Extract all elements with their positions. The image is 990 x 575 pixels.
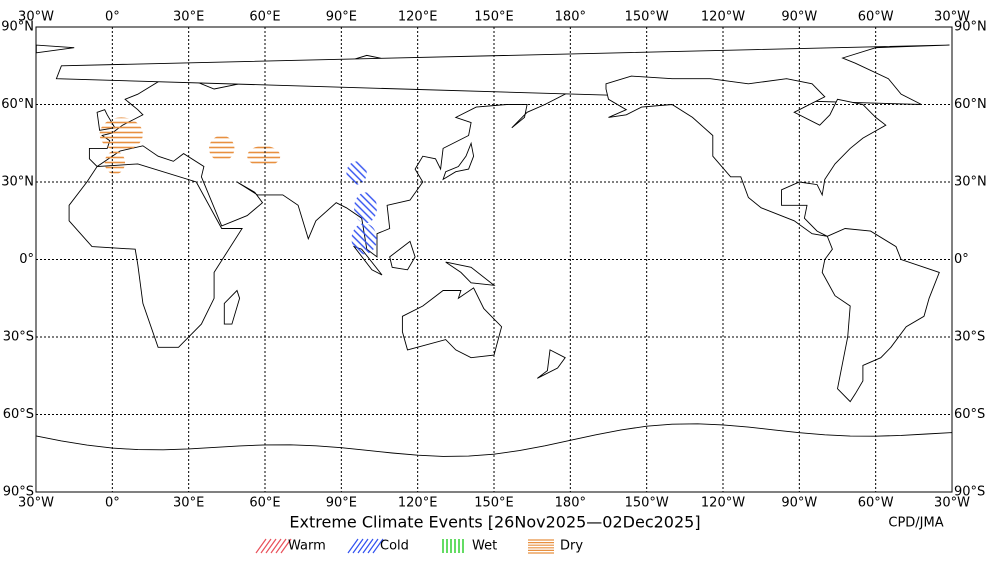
lon-label-top: 180° xyxy=(555,10,586,25)
legend-swatch-line xyxy=(260,538,272,554)
lon-label-top: 90°E xyxy=(326,10,357,25)
lon-label-bottom: 150°W xyxy=(625,496,669,511)
legend-swatch-line xyxy=(270,538,282,554)
lon-label-bottom: 120°W xyxy=(701,496,745,511)
lat-label-left: 30°N xyxy=(1,175,34,190)
legend-item: Dry xyxy=(528,539,583,554)
lat-label-right: 60°S xyxy=(954,407,985,422)
lon-label-bottom: 30°E xyxy=(173,496,204,511)
legend-item: Cold xyxy=(347,538,409,554)
lat-label-left: 60°N xyxy=(1,97,34,112)
lon-label-bottom: 30°W xyxy=(934,496,970,511)
land-samerica xyxy=(821,228,940,403)
event-area xyxy=(99,117,143,151)
lon-label-top: 30°W xyxy=(18,10,54,25)
lon-label-bottom: 90°E xyxy=(326,496,357,511)
lon-label-bottom: 90°W xyxy=(781,496,817,511)
legend-swatch-line xyxy=(265,538,277,554)
event-area xyxy=(209,135,235,162)
legend-label: Cold xyxy=(380,539,409,554)
lon-label-bottom: 30°W xyxy=(18,496,54,511)
legend-item: Warm xyxy=(255,538,326,554)
land-japan xyxy=(442,141,475,181)
legend-swatch-line xyxy=(275,538,287,554)
land-australia xyxy=(401,287,503,359)
lon-label-bottom: 60°E xyxy=(249,496,280,511)
lat-label-left: 0° xyxy=(19,252,34,267)
lon-label-top: 30°W xyxy=(934,10,970,25)
lon-label-bottom: 150°E xyxy=(474,496,514,511)
lon-label-bottom: 120°E xyxy=(398,496,438,511)
lat-label-left: 90°S xyxy=(3,485,34,500)
lat-label-right: 30°N xyxy=(954,175,987,190)
lon-label-top: 120°E xyxy=(398,10,438,25)
lon-label-top: 90°W xyxy=(781,10,817,25)
event-area xyxy=(104,151,126,175)
event-area xyxy=(354,192,377,224)
lon-label-top: 0° xyxy=(105,10,120,25)
credit: CPD/JMA xyxy=(888,516,943,531)
legend-label: Warm xyxy=(288,539,326,554)
lat-label-right: 60°N xyxy=(954,97,987,112)
legend-label: Wet xyxy=(472,539,497,554)
lon-label-bottom: 180° xyxy=(555,496,586,511)
lon-label-bottom: 0° xyxy=(105,496,120,511)
lat-label-right: 90°S xyxy=(954,485,985,500)
land-borneo xyxy=(389,240,416,271)
legend-swatch-line xyxy=(352,538,364,554)
lon-label-top: 60°W xyxy=(858,10,894,25)
legend-swatch-line xyxy=(362,538,374,554)
land-newzealand xyxy=(537,349,566,379)
lon-label-top: 150°W xyxy=(625,10,669,25)
land-newguinea xyxy=(445,261,496,286)
lon-label-top: 30°E xyxy=(173,10,204,25)
legend-item: Wet xyxy=(442,539,497,554)
lat-label-right: 90°N xyxy=(954,20,987,35)
lon-label-bottom: 60°W xyxy=(858,496,894,511)
axis-labels: 30°W 30°W 0° 0° 30°E 30°E 60°E 60°E 90°E 90°E 120°… xyxy=(1,10,987,511)
land-africa xyxy=(68,163,243,348)
event-area xyxy=(346,161,367,185)
land-madagascar xyxy=(223,289,241,325)
lon-label-top: 120°W xyxy=(701,10,745,25)
lon-label-top: 60°E xyxy=(249,10,280,25)
legend-swatch-line xyxy=(357,538,369,554)
lat-label-left: 30°S xyxy=(3,330,34,345)
legend-swatch-line xyxy=(367,538,379,554)
legend: Warm Cold Wet Dry xyxy=(255,538,583,554)
legend-swatch-line xyxy=(280,538,292,554)
legend-swatch-line xyxy=(347,538,359,554)
legend-swatch-line xyxy=(372,538,384,554)
graticule xyxy=(36,27,952,492)
land-arctic xyxy=(35,44,75,54)
legend-swatch-line xyxy=(255,538,267,554)
lat-label-right: 0° xyxy=(954,252,969,267)
event-areas xyxy=(99,117,377,255)
event-area xyxy=(351,223,377,255)
lat-label-left: 60°S xyxy=(3,407,34,422)
lat-label-left: 90°N xyxy=(1,20,34,35)
land-namerica xyxy=(605,75,887,237)
map-title: Extreme Climate Events [26Nov2025—02Dec2… xyxy=(289,513,700,532)
event-area xyxy=(247,145,281,167)
lat-label-right: 30°S xyxy=(954,330,985,345)
lon-label-top: 150°E xyxy=(474,10,514,25)
legend-label: Dry xyxy=(560,539,583,554)
